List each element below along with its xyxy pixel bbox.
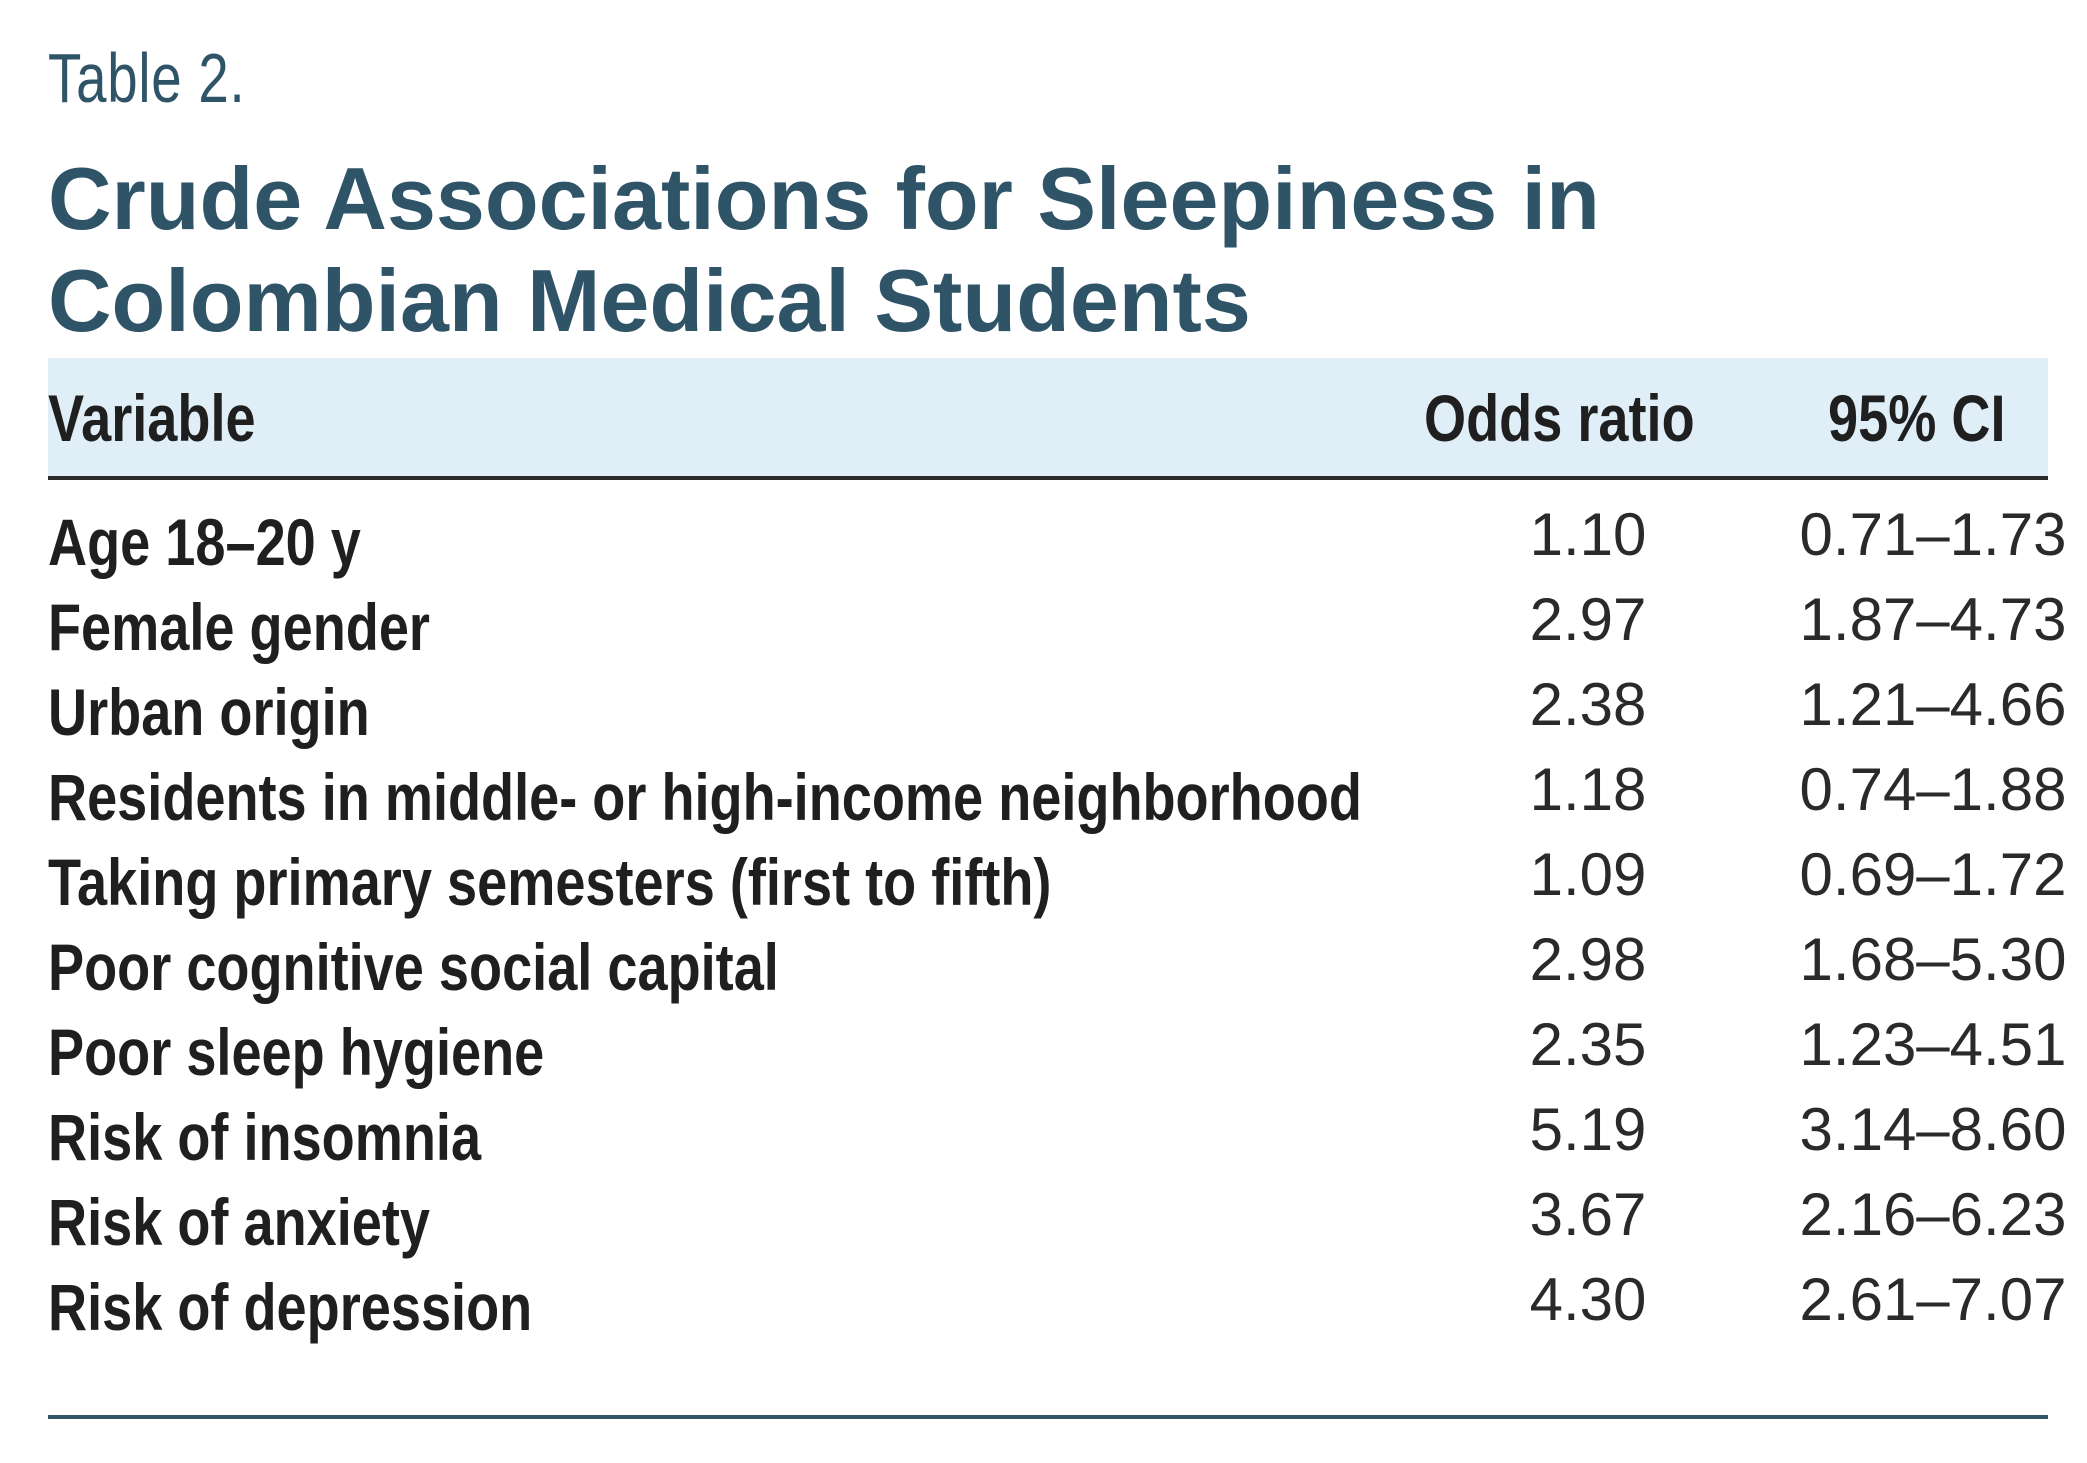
- cell-odds-ratio: 3.67: [1529, 1181, 1647, 1248]
- cell-variable: Female gender: [48, 590, 430, 664]
- cell-variable: Age 18–20 y: [48, 505, 361, 579]
- table-row: Taking primary semesters (first to fifth…: [48, 840, 2066, 925]
- cell-odds-ratio: 2.38: [1529, 671, 1647, 738]
- cell-odds-ratio: 2.97: [1529, 586, 1647, 653]
- cell-ci: 3.14–8.60: [1799, 1096, 2067, 1163]
- cell-ci: 2.16–6.23: [1799, 1181, 2067, 1248]
- cell-variable: Taking primary semesters (first to fifth…: [48, 845, 1052, 919]
- cell-ci: 0.74–1.88: [1799, 756, 2067, 823]
- table-body: Age 18–20 y 1.10 0.71–1.73 Female gender…: [48, 500, 2066, 1350]
- cell-variable: Poor cognitive social capital: [48, 930, 779, 1004]
- cell-ci: 0.69–1.72: [1799, 841, 2067, 908]
- table-label: Table 2.: [48, 39, 246, 117]
- cell-odds-ratio: 1.10: [1529, 501, 1647, 568]
- header-ci: 95% CI: [1828, 381, 2006, 455]
- header-odds-ratio: Odds ratio: [1424, 381, 1695, 455]
- table-bottom-rule: [48, 1415, 2048, 1419]
- table-row: Urban origin 2.38 1.21–4.66: [48, 670, 2066, 755]
- header-variable: Variable: [48, 381, 256, 455]
- cell-ci: 1.23–4.51: [1799, 1011, 2067, 1078]
- cell-odds-ratio: 1.18: [1529, 756, 1647, 823]
- cell-ci: 1.87–4.73: [1799, 586, 2067, 653]
- cell-ci: 0.71–1.73: [1799, 501, 2067, 568]
- cell-variable: Residents in middle- or high-income neig…: [48, 760, 1362, 834]
- table-row: Age 18–20 y 1.10 0.71–1.73: [48, 500, 2066, 585]
- table-row: Poor cognitive social capital 2.98 1.68–…: [48, 925, 2066, 1010]
- table-row: Risk of insomnia 5.19 3.14–8.60: [48, 1095, 2066, 1180]
- cell-ci: 1.21–4.66: [1799, 671, 2067, 738]
- cell-odds-ratio: 4.30: [1529, 1266, 1647, 1333]
- table-row: Risk of depression 4.30 2.61–7.07: [48, 1265, 2066, 1350]
- cell-variable: Urban origin: [48, 675, 370, 749]
- table-row: Risk of anxiety 3.67 2.16–6.23: [48, 1180, 2066, 1265]
- table-title: Crude Associations for Sleepiness in Col…: [48, 149, 1600, 350]
- cell-odds-ratio: 1.09: [1529, 841, 1647, 908]
- table-header: Variable Odds ratio 95% CI: [48, 358, 2048, 480]
- cell-ci: 1.68–5.30: [1799, 926, 2067, 993]
- table-row: Residents in middle- or high-income neig…: [48, 755, 2066, 840]
- cell-odds-ratio: 5.19: [1529, 1096, 1647, 1163]
- cell-ci: 2.61–7.07: [1799, 1266, 2067, 1333]
- cell-odds-ratio: 2.98: [1529, 926, 1647, 993]
- cell-variable: Poor sleep hygiene: [48, 1015, 545, 1089]
- cell-variable: Risk of insomnia: [48, 1100, 482, 1174]
- table-row: Poor sleep hygiene 2.35 1.23–4.51: [48, 1010, 2066, 1095]
- cell-variable: Risk of depression: [48, 1270, 533, 1344]
- cell-variable: Risk of anxiety: [48, 1185, 430, 1259]
- table-row: Female gender 2.97 1.87–4.73: [48, 585, 2066, 670]
- cell-odds-ratio: 2.35: [1529, 1011, 1647, 1078]
